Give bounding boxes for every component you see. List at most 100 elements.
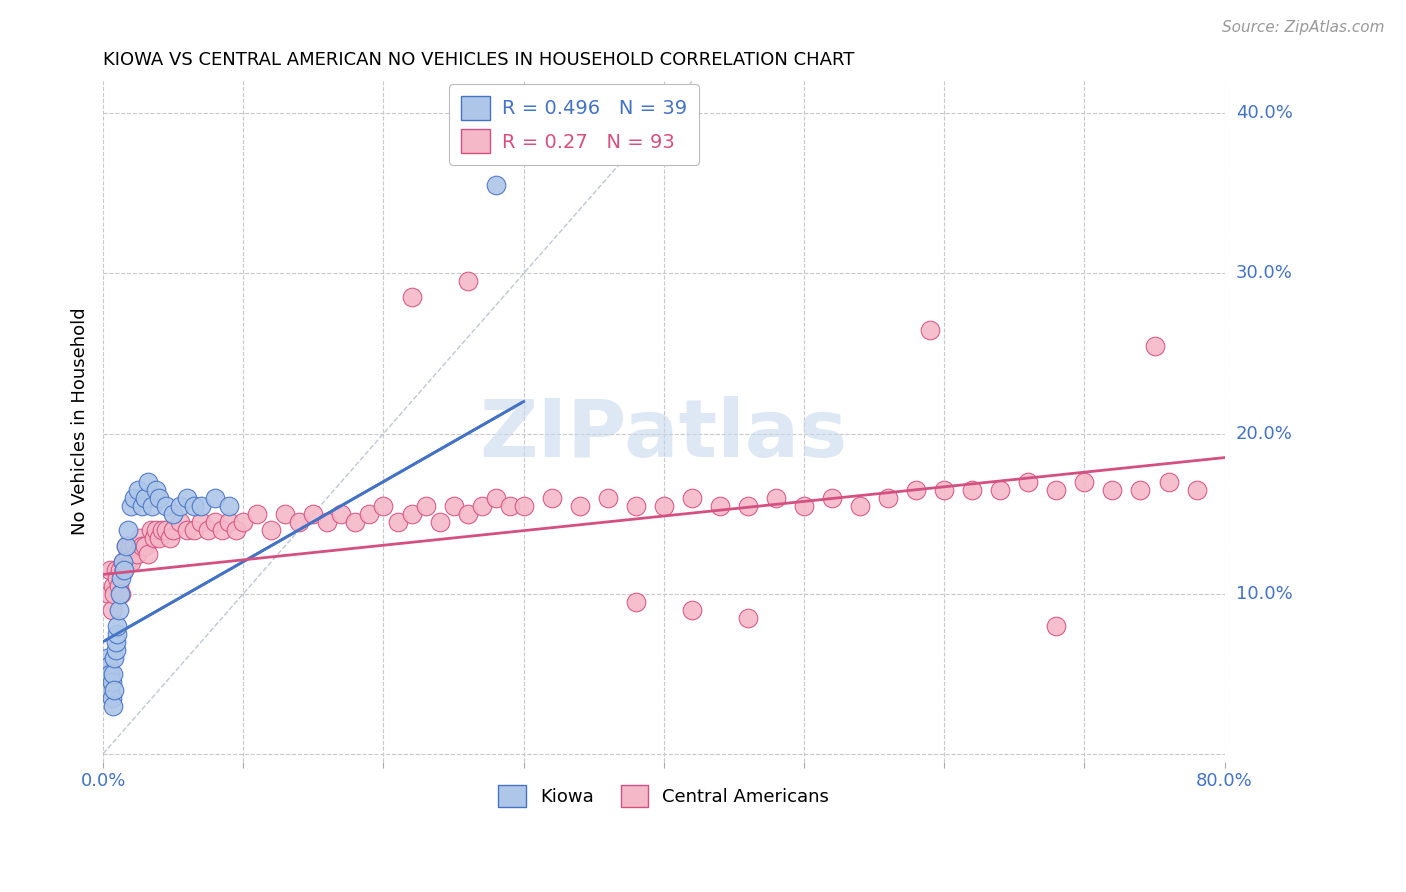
Point [457,275,479,289]
Point [183,499,205,513]
Point [101,579,124,593]
Text: KIOWA VS CENTRAL AMERICAN NO VEHICLES IN HOUSEHOLD CORRELATION CHART: KIOWA VS CENTRAL AMERICAN NO VEHICLES IN… [103,51,855,69]
Point [134,539,156,553]
Point [344,515,367,529]
Point [302,507,325,521]
Point [104,634,127,648]
Text: 40.0%: 40.0% [1236,104,1292,122]
Point [624,499,647,513]
Point [145,523,167,537]
Point [122,539,145,553]
Point [737,610,759,624]
Point [128,531,150,545]
Point [176,523,198,537]
Y-axis label: No Vehicles in Household: No Vehicles in Household [72,308,89,535]
Point [155,499,177,513]
Point [97,658,120,673]
Point [169,515,191,529]
Point [110,571,132,585]
Point [111,555,134,569]
Point [107,602,129,616]
Point [134,491,156,505]
Point [962,483,984,497]
Point [108,587,131,601]
Text: ZIPatlas: ZIPatlas [479,396,848,475]
Point [204,491,226,505]
Point [142,531,165,545]
Point [107,579,129,593]
Point [101,698,124,713]
Point [681,602,703,616]
Point [122,491,145,505]
Legend: Kiowa, Central Americans: Kiowa, Central Americans [491,778,837,814]
Point [624,595,647,609]
Point [100,690,122,705]
Point [96,650,118,665]
Point [120,499,142,513]
Point [1045,483,1067,497]
Point [596,491,619,505]
Point [288,515,311,529]
Point [190,515,212,529]
Point [104,563,127,577]
Point [103,650,125,665]
Point [105,618,128,632]
Point [793,499,815,513]
Point [190,499,212,513]
Point [260,523,283,537]
Point [169,499,191,513]
Point [1143,338,1166,352]
Point [765,491,787,505]
Point [877,491,900,505]
Point [920,322,942,336]
Point [131,499,153,513]
Point [934,483,956,497]
Point [115,555,138,569]
Point [849,499,872,513]
Point [1129,483,1152,497]
Point [162,523,184,537]
Point [232,515,254,529]
Point [225,523,247,537]
Text: Source: ZipAtlas.com: Source: ZipAtlas.com [1222,20,1385,35]
Point [103,682,125,697]
Point [136,475,159,489]
Point [150,523,173,537]
Point [443,499,465,513]
Point [105,571,128,585]
Text: 30.0%: 30.0% [1236,264,1292,283]
Point [429,515,451,529]
Point [162,507,184,521]
Point [821,491,844,505]
Point [1017,475,1039,489]
Point [1185,483,1208,497]
Point [737,499,759,513]
Point [118,539,141,553]
Point [145,483,167,497]
Point [100,674,122,689]
Point [485,178,508,193]
Point [204,515,226,529]
Point [127,483,149,497]
Point [709,499,731,513]
Point [111,555,134,569]
Point [98,563,121,577]
Point [112,563,135,577]
Point [131,539,153,553]
Point [104,642,127,657]
Point [457,507,479,521]
Point [108,563,131,577]
Point [176,491,198,505]
Point [359,507,381,521]
Point [471,499,494,513]
Point [498,499,520,513]
Text: 20.0%: 20.0% [1236,425,1292,442]
Point [274,507,297,521]
Point [540,491,562,505]
Point [98,666,121,681]
Point [316,515,339,529]
Point [988,483,1011,497]
Point [148,491,170,505]
Point [246,507,269,521]
Point [568,499,591,513]
